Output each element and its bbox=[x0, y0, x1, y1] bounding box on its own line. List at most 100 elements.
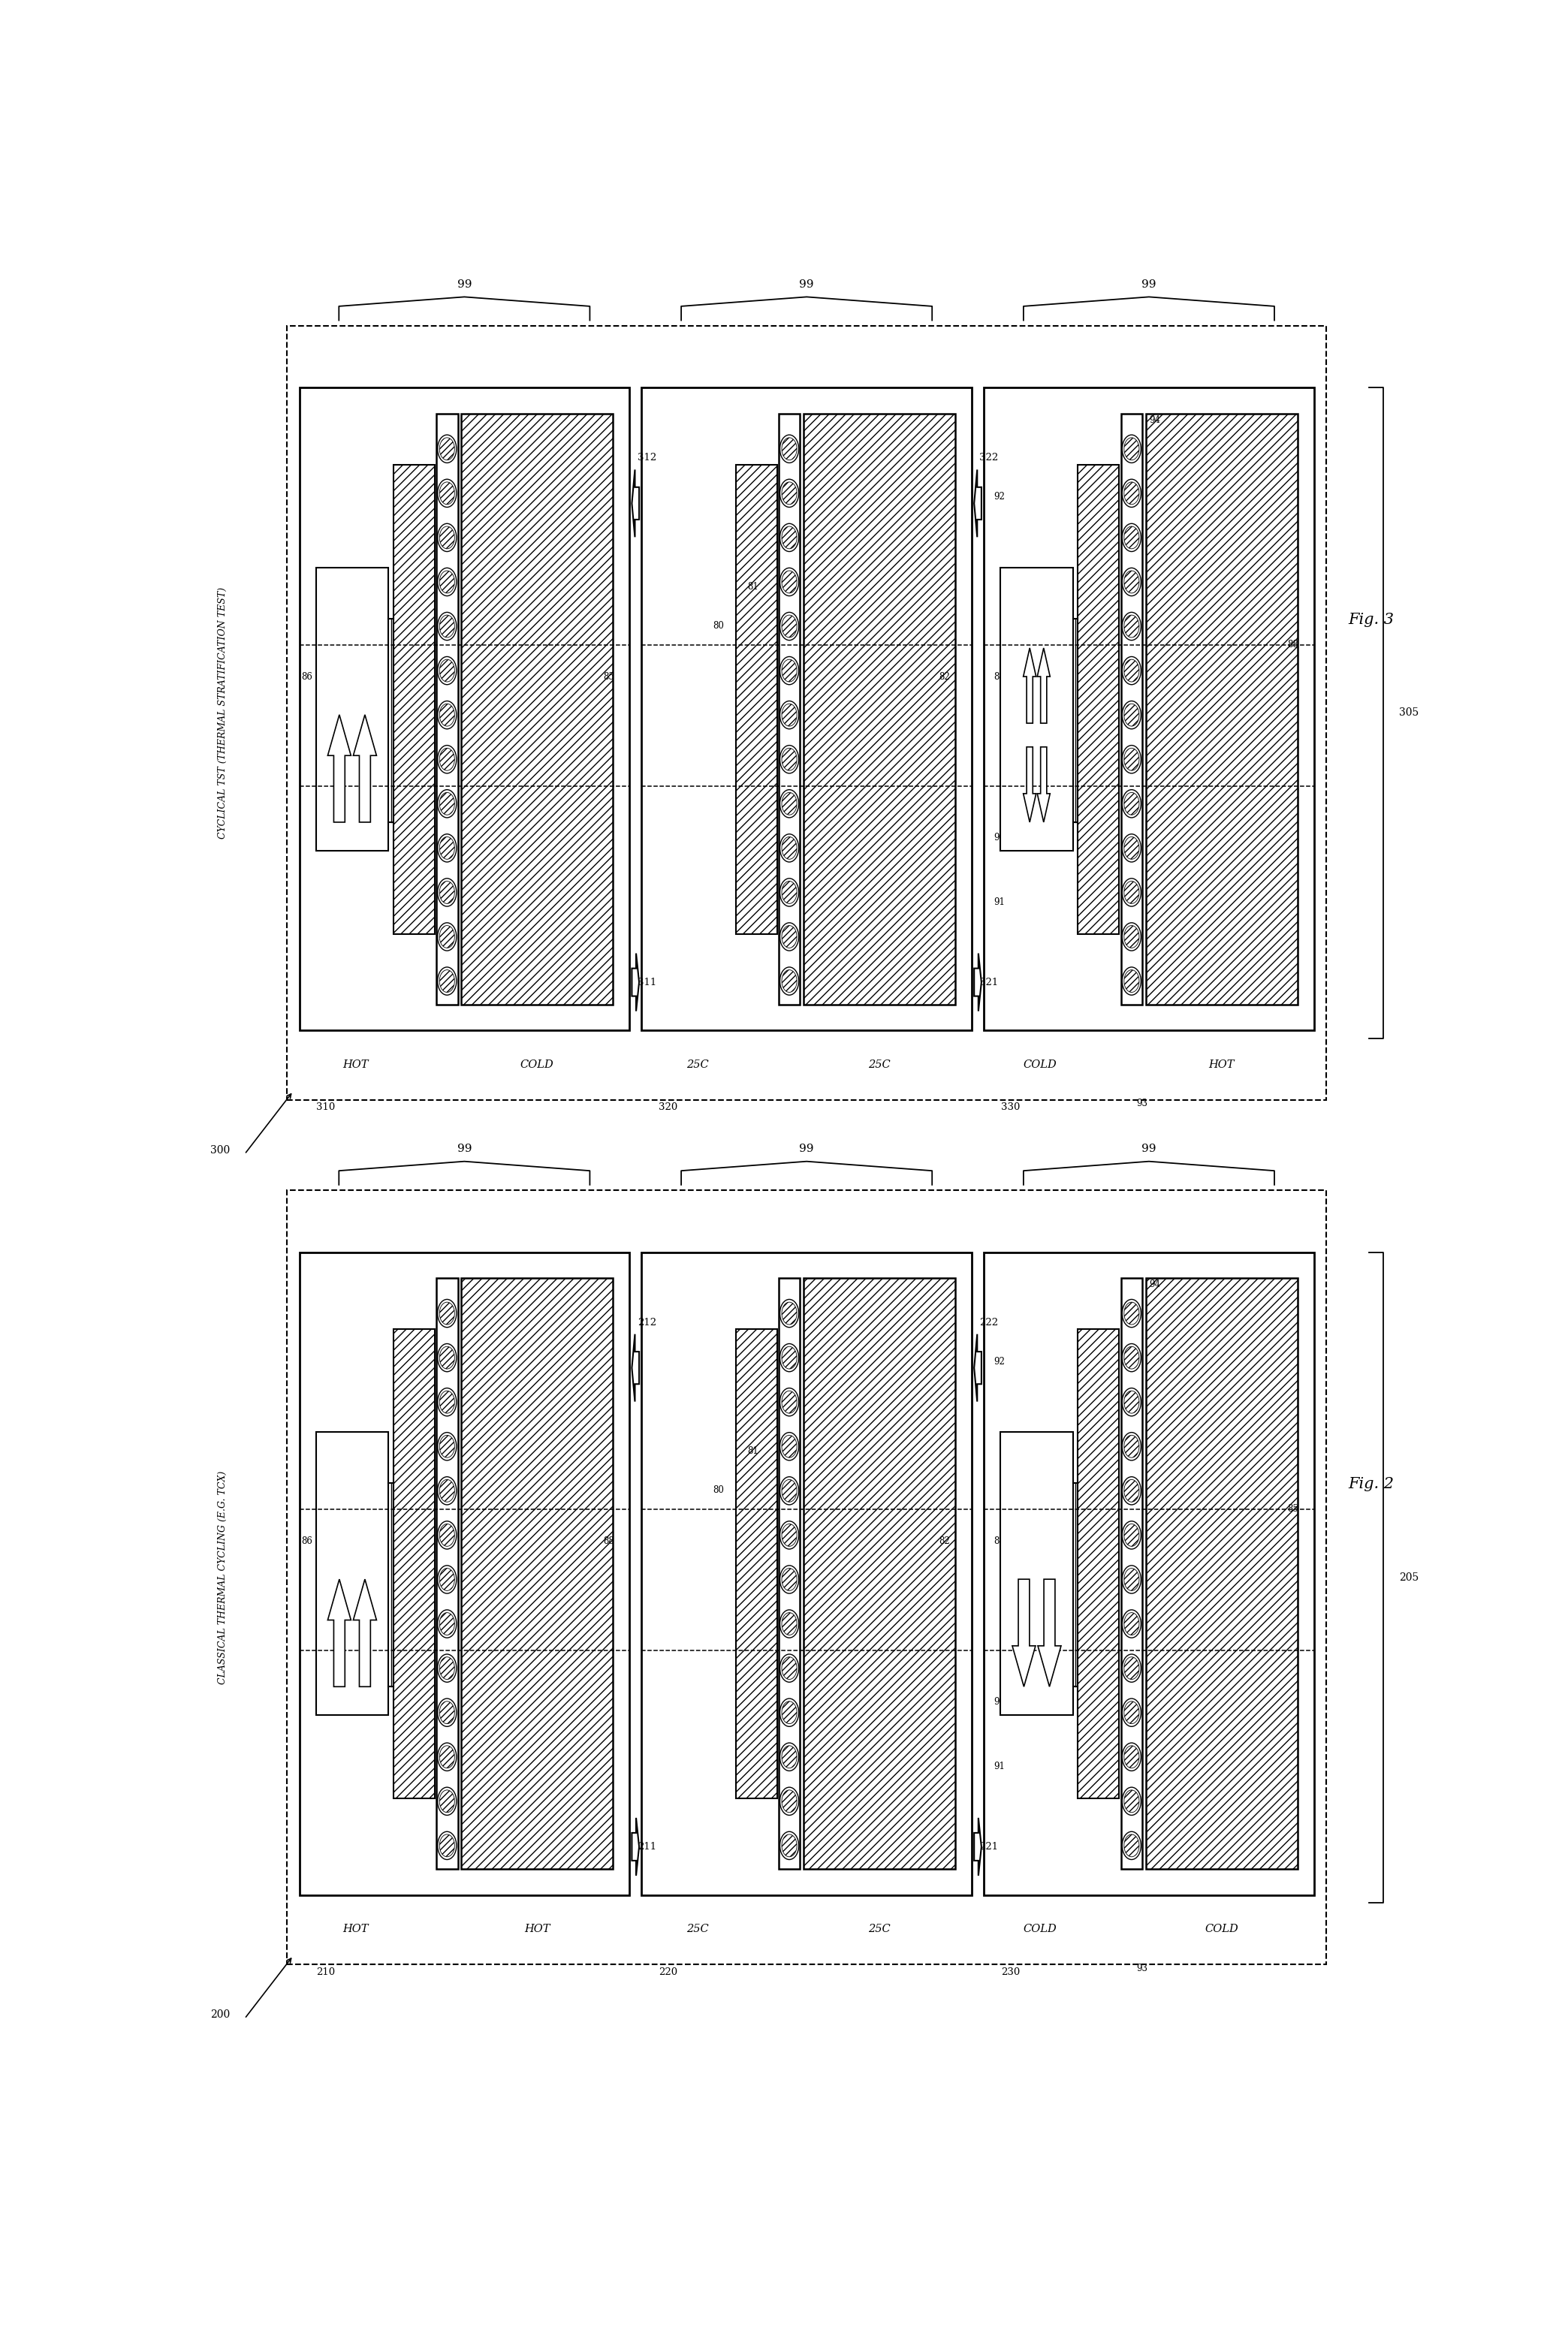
Text: 99: 99 bbox=[1142, 1144, 1156, 1153]
Text: 220: 220 bbox=[659, 1967, 677, 1976]
Text: 91: 91 bbox=[994, 898, 1005, 908]
Circle shape bbox=[1124, 1834, 1138, 1857]
Circle shape bbox=[1123, 1698, 1142, 1726]
Polygon shape bbox=[353, 716, 376, 823]
Text: 99: 99 bbox=[1142, 278, 1156, 290]
Text: 310: 310 bbox=[317, 1102, 336, 1113]
Circle shape bbox=[437, 1609, 456, 1637]
Circle shape bbox=[779, 568, 798, 596]
Circle shape bbox=[1123, 435, 1142, 463]
Circle shape bbox=[782, 1481, 797, 1502]
Text: 84: 84 bbox=[1051, 620, 1062, 632]
Text: 93: 93 bbox=[1137, 1962, 1148, 1974]
Circle shape bbox=[437, 1787, 456, 1815]
Text: 305: 305 bbox=[1399, 709, 1419, 718]
Circle shape bbox=[1124, 615, 1138, 639]
Circle shape bbox=[437, 966, 456, 994]
Text: HOT: HOT bbox=[1209, 1060, 1234, 1069]
Text: 83: 83 bbox=[994, 1537, 1005, 1546]
Text: 87: 87 bbox=[372, 620, 383, 632]
Text: COLD: COLD bbox=[1024, 1060, 1057, 1069]
Text: HOT: HOT bbox=[342, 1923, 368, 1934]
Text: 221: 221 bbox=[980, 1841, 999, 1852]
Polygon shape bbox=[974, 1333, 982, 1401]
Circle shape bbox=[1124, 1789, 1138, 1813]
Circle shape bbox=[1123, 1609, 1142, 1637]
Circle shape bbox=[439, 437, 455, 461]
Circle shape bbox=[1123, 479, 1142, 508]
Text: 81: 81 bbox=[748, 582, 759, 592]
Text: 88: 88 bbox=[1287, 641, 1298, 650]
Circle shape bbox=[437, 1565, 456, 1593]
Circle shape bbox=[1123, 1654, 1142, 1682]
Circle shape bbox=[1124, 1745, 1138, 1768]
Text: 80: 80 bbox=[713, 1485, 724, 1495]
Polygon shape bbox=[328, 1579, 351, 1686]
Text: 211: 211 bbox=[637, 1841, 655, 1852]
Circle shape bbox=[782, 793, 797, 814]
Circle shape bbox=[439, 1745, 455, 1768]
Polygon shape bbox=[632, 954, 640, 1010]
Circle shape bbox=[782, 748, 797, 770]
Circle shape bbox=[1123, 791, 1142, 819]
Circle shape bbox=[437, 657, 456, 685]
Text: 205: 205 bbox=[1399, 1572, 1419, 1584]
Circle shape bbox=[437, 791, 456, 819]
Circle shape bbox=[779, 835, 798, 863]
Text: 90: 90 bbox=[994, 1698, 1005, 1707]
Circle shape bbox=[779, 1654, 798, 1682]
Text: COLD: COLD bbox=[1204, 1923, 1239, 1934]
Bar bbox=[436, 414, 458, 1006]
Circle shape bbox=[779, 479, 798, 508]
Bar bbox=[779, 1277, 800, 1869]
Text: 92: 92 bbox=[994, 491, 1005, 503]
Circle shape bbox=[782, 1347, 797, 1368]
Text: 321: 321 bbox=[980, 978, 999, 987]
Text: 80: 80 bbox=[713, 620, 724, 632]
Circle shape bbox=[437, 1654, 456, 1682]
Bar bbox=[983, 388, 1314, 1031]
Bar bbox=[287, 325, 1327, 1099]
Circle shape bbox=[439, 837, 455, 858]
Text: 91: 91 bbox=[994, 1761, 1005, 1771]
Circle shape bbox=[1123, 924, 1142, 950]
Circle shape bbox=[782, 526, 797, 550]
Circle shape bbox=[782, 1303, 797, 1324]
Circle shape bbox=[1123, 1387, 1142, 1415]
Circle shape bbox=[1123, 835, 1142, 863]
Circle shape bbox=[439, 615, 455, 639]
Polygon shape bbox=[1038, 1579, 1062, 1686]
Circle shape bbox=[439, 526, 455, 550]
Polygon shape bbox=[632, 470, 640, 538]
Circle shape bbox=[439, 660, 455, 681]
Circle shape bbox=[437, 568, 456, 596]
Circle shape bbox=[1124, 1436, 1138, 1457]
Bar bbox=[779, 414, 800, 1006]
Circle shape bbox=[782, 1789, 797, 1813]
Circle shape bbox=[1124, 1656, 1138, 1679]
Bar bbox=[1121, 1277, 1143, 1869]
Circle shape bbox=[1124, 660, 1138, 681]
Bar bbox=[803, 1277, 955, 1869]
Circle shape bbox=[437, 1300, 456, 1326]
Circle shape bbox=[437, 1476, 456, 1504]
Bar bbox=[461, 1277, 613, 1869]
Bar bbox=[299, 1251, 629, 1895]
Bar bbox=[1077, 1329, 1120, 1799]
Circle shape bbox=[439, 1612, 455, 1635]
Circle shape bbox=[779, 879, 798, 908]
Bar bbox=[394, 1329, 434, 1799]
Circle shape bbox=[437, 879, 456, 908]
Circle shape bbox=[437, 435, 456, 463]
Circle shape bbox=[1123, 1743, 1142, 1771]
Circle shape bbox=[1124, 1392, 1138, 1413]
Text: 81: 81 bbox=[748, 1446, 759, 1457]
Text: 322: 322 bbox=[980, 454, 999, 463]
Bar bbox=[299, 388, 629, 1031]
Circle shape bbox=[782, 482, 797, 505]
Polygon shape bbox=[1013, 1579, 1035, 1686]
Text: 82: 82 bbox=[939, 1537, 950, 1546]
Circle shape bbox=[439, 926, 455, 947]
Polygon shape bbox=[328, 716, 351, 823]
Text: 330: 330 bbox=[1000, 1102, 1019, 1113]
